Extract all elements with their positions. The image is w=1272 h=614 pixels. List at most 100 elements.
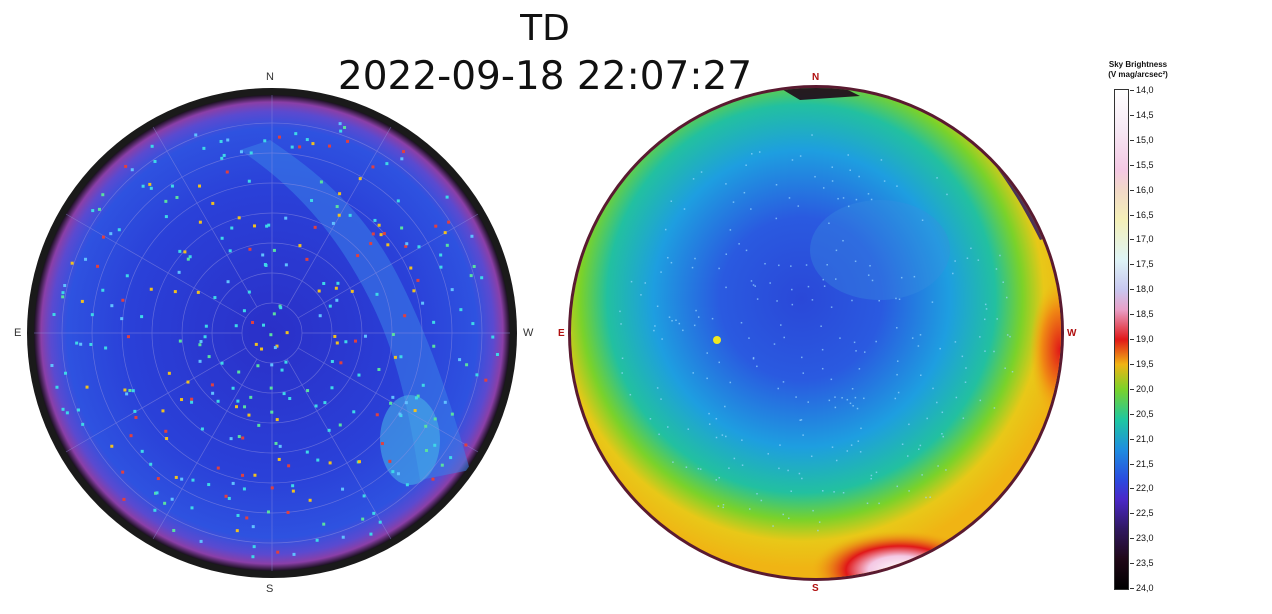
star bbox=[330, 359, 334, 363]
star bbox=[165, 437, 169, 441]
star bbox=[859, 451, 862, 453]
south-light-dome bbox=[810, 530, 990, 578]
star bbox=[787, 469, 789, 472]
star bbox=[955, 396, 958, 399]
star bbox=[270, 363, 274, 367]
star bbox=[328, 144, 332, 148]
star bbox=[389, 401, 393, 405]
star bbox=[200, 427, 204, 431]
star bbox=[754, 285, 756, 287]
star bbox=[79, 342, 83, 346]
star bbox=[741, 464, 744, 466]
star bbox=[76, 408, 80, 412]
colorbar-tick-mark bbox=[1130, 289, 1134, 291]
star bbox=[756, 493, 758, 495]
star bbox=[999, 254, 1001, 257]
star bbox=[831, 180, 834, 182]
star bbox=[207, 483, 211, 487]
star bbox=[354, 339, 358, 343]
star bbox=[216, 399, 220, 403]
star bbox=[748, 337, 750, 339]
star bbox=[161, 409, 165, 413]
star bbox=[75, 341, 79, 345]
star bbox=[207, 355, 211, 359]
star bbox=[965, 367, 967, 369]
star bbox=[247, 413, 251, 417]
star bbox=[751, 153, 753, 155]
star bbox=[842, 197, 845, 199]
star bbox=[341, 487, 345, 491]
star bbox=[202, 146, 206, 150]
colorbar-tick-label: 24,0 bbox=[1136, 583, 1154, 593]
star bbox=[190, 400, 194, 404]
star bbox=[424, 424, 428, 428]
star bbox=[821, 348, 824, 351]
star bbox=[371, 165, 375, 169]
star bbox=[236, 513, 240, 517]
star bbox=[399, 355, 403, 359]
star bbox=[952, 272, 954, 275]
star bbox=[752, 357, 755, 360]
star bbox=[357, 460, 361, 464]
star bbox=[725, 253, 728, 255]
star bbox=[821, 367, 824, 370]
star bbox=[284, 216, 288, 220]
star bbox=[248, 247, 252, 251]
star bbox=[870, 474, 873, 477]
star bbox=[896, 373, 898, 376]
star bbox=[878, 502, 880, 505]
star bbox=[414, 396, 418, 400]
star bbox=[153, 508, 157, 512]
star bbox=[855, 198, 858, 201]
star bbox=[449, 456, 453, 460]
star bbox=[790, 265, 792, 267]
star bbox=[254, 342, 258, 346]
star bbox=[692, 372, 694, 374]
star bbox=[984, 303, 987, 306]
star bbox=[741, 439, 743, 441]
colorbar-tick-mark bbox=[1130, 438, 1134, 440]
star bbox=[393, 355, 397, 359]
star bbox=[417, 245, 421, 249]
colorbar-tick-label: 21,0 bbox=[1136, 433, 1154, 444]
star bbox=[80, 299, 84, 303]
star bbox=[760, 499, 763, 502]
star bbox=[671, 320, 673, 322]
star bbox=[875, 471, 878, 474]
star bbox=[807, 285, 810, 288]
star bbox=[711, 317, 714, 320]
star bbox=[776, 300, 778, 302]
colorbar-tick-mark bbox=[1130, 488, 1134, 490]
star bbox=[188, 255, 192, 259]
star bbox=[797, 205, 800, 207]
star bbox=[619, 310, 621, 313]
star bbox=[260, 347, 264, 351]
star bbox=[756, 298, 759, 300]
right-map-sky bbox=[571, 88, 1061, 578]
star bbox=[110, 444, 114, 448]
star bbox=[65, 411, 69, 415]
star bbox=[276, 550, 280, 554]
star bbox=[835, 249, 838, 252]
star bbox=[670, 261, 673, 264]
star bbox=[277, 457, 281, 461]
star bbox=[801, 356, 803, 359]
star bbox=[469, 274, 473, 278]
star bbox=[237, 370, 241, 374]
star bbox=[724, 405, 726, 408]
star bbox=[198, 359, 202, 363]
star bbox=[983, 318, 986, 321]
star bbox=[61, 407, 65, 411]
star bbox=[470, 234, 474, 238]
star bbox=[697, 467, 700, 470]
star bbox=[338, 122, 342, 126]
star bbox=[198, 184, 202, 188]
star bbox=[906, 455, 909, 457]
star bbox=[335, 298, 339, 302]
star bbox=[984, 350, 986, 352]
star bbox=[180, 477, 184, 481]
chart-title-station: TD bbox=[520, 8, 570, 49]
star bbox=[123, 388, 127, 392]
star bbox=[220, 361, 224, 365]
star bbox=[857, 440, 860, 442]
